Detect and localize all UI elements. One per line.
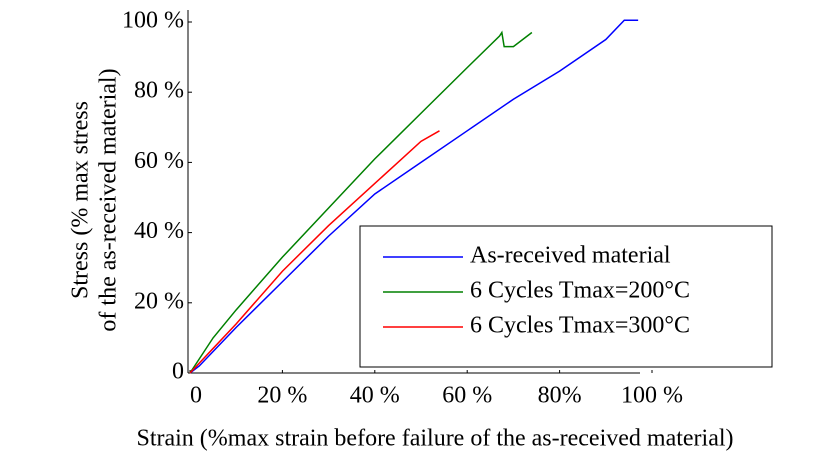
- x-tick-label: 60 %: [442, 383, 492, 409]
- x-tick-label: 0: [190, 383, 202, 409]
- data-line: [189, 19, 639, 374]
- x-tick-label: 100 %: [621, 383, 683, 409]
- y-tick-label: 60 %: [134, 148, 184, 174]
- y-tick-label: 20 %: [134, 288, 184, 314]
- y-tick-label: 100 %: [122, 8, 184, 34]
- y-axis-label: of the as-received material): [96, 68, 122, 331]
- data-line: [189, 30, 533, 374]
- legend-box: [359, 225, 773, 368]
- x-axis-label: Strain (%max strain before failure of th…: [136, 426, 733, 452]
- y-tick-label: 0: [172, 359, 184, 385]
- legend-label: 6 Cycles Tmax=300°C: [470, 313, 690, 339]
- x-tick-label: 20 %: [257, 383, 307, 409]
- legend-label: As-received material: [470, 243, 671, 269]
- y-tick-label: 40 %: [134, 218, 184, 244]
- legend-label: 6 Cycles Tmax=200°C: [470, 278, 690, 304]
- x-tick-label: 80%: [538, 383, 582, 409]
- data-line: [189, 130, 440, 374]
- y-axis-label: Stress (% max stress: [68, 101, 94, 299]
- x-tick-label: 40 %: [350, 383, 400, 409]
- y-tick-label: 80 %: [134, 78, 184, 104]
